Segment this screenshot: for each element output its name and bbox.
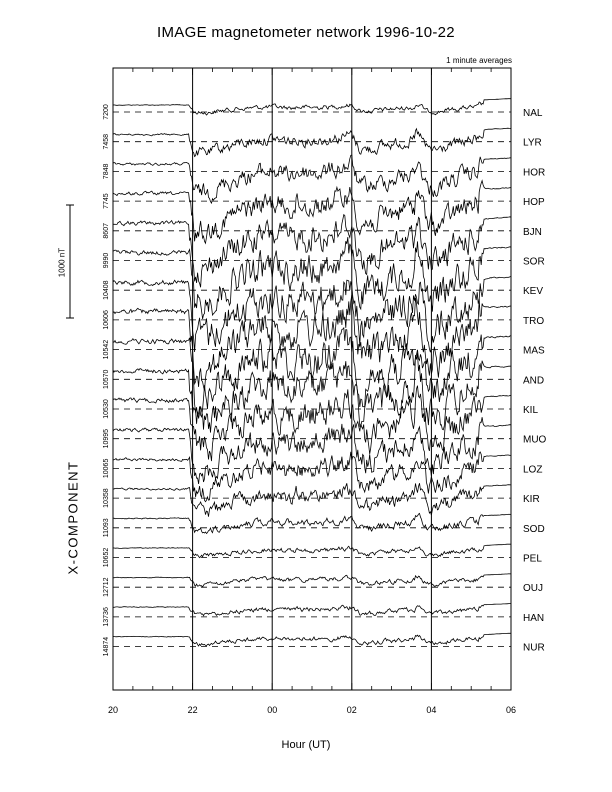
station-label-kir: KIR <box>523 494 540 505</box>
trace-kev <box>112 275 512 353</box>
x-axis-label: Hour (UT) <box>281 739 331 751</box>
trace-pel <box>112 543 512 559</box>
chart-subtitle: 1 minute averages <box>446 56 512 65</box>
x-tick-label: 04 <box>426 705 436 715</box>
trace-lyr <box>112 127 512 158</box>
station-baseline-value: 10995 <box>103 429 110 449</box>
trace-han <box>113 603 511 617</box>
station-label-sod: SOD <box>523 524 545 535</box>
station-label-hop: HOP <box>523 197 545 208</box>
station-label-han: HAN <box>523 613 544 624</box>
station-label-loz: LOZ <box>523 464 542 475</box>
x-tick-label: 06 <box>506 705 516 715</box>
trace-sor <box>112 236 512 319</box>
station-baseline-value: 7200 <box>103 104 110 120</box>
station-label-tro: TRO <box>523 316 544 327</box>
station-label-kil: KIL <box>523 405 538 416</box>
station-label-nal: NAL <box>523 108 543 119</box>
station-baseline-value: 9990 <box>103 253 110 269</box>
station-baseline-value: 14874 <box>103 637 110 657</box>
station-baseline-value: 10606 <box>103 310 110 330</box>
station-label-lyr: LYR <box>523 138 542 149</box>
x-tick-label: 20 <box>108 705 118 715</box>
station-baseline-value: 11093 <box>103 518 110 537</box>
trace-and <box>112 352 512 433</box>
trace-hop <box>112 179 512 245</box>
station-baseline-value: 13736 <box>103 607 110 627</box>
station-baseline-value: 10652 <box>103 548 110 568</box>
x-tick-label: 02 <box>347 705 357 715</box>
trace-bjn <box>112 213 512 288</box>
trace-ouj <box>112 573 512 588</box>
station-baseline-value: 10358 <box>103 488 110 508</box>
station-baseline-value: 10542 <box>103 340 110 360</box>
station-baseline-value: 7458 <box>103 134 110 150</box>
station-label-mas: MAS <box>523 346 545 357</box>
station-label-kev: KEV <box>523 286 543 297</box>
station-label-nur: NUR <box>523 643 545 654</box>
station-label-hor: HOR <box>523 167 545 178</box>
trace-loz <box>112 451 512 503</box>
station-baseline-value: 10570 <box>103 369 110 389</box>
station-baseline-value: 7745 <box>103 193 110 209</box>
trace-sod <box>113 512 512 535</box>
station-label-muo: MUO <box>523 435 547 446</box>
station-label-ouj: OUJ <box>523 583 543 594</box>
trace-nur <box>112 632 512 647</box>
station-label-and: AND <box>523 375 544 386</box>
station-baseline-value: 8607 <box>103 223 110 239</box>
station-label-bjn: BJN <box>523 227 542 238</box>
chart-title: IMAGE magnetometer network 1996-10-22 <box>157 24 455 41</box>
station-baseline-value: 12712 <box>103 577 110 597</box>
trace-muo <box>112 417 512 484</box>
trace-kil <box>112 385 512 462</box>
y-axis-label: X-COMPONENT <box>65 460 81 575</box>
trace-mas <box>112 326 512 419</box>
station-label-sor: SOR <box>523 257 545 268</box>
station-baseline-value: 7848 <box>103 164 110 180</box>
station-baseline-value: 10065 <box>103 459 110 479</box>
station-baseline-value: 10530 <box>103 399 110 419</box>
x-tick-label: 00 <box>267 705 277 715</box>
station-label-pel: PEL <box>523 554 542 565</box>
trace-kir <box>112 483 512 517</box>
scale-bar-label: 1000 nT <box>57 247 67 278</box>
trace-tro <box>112 294 512 391</box>
trace-nal <box>112 98 511 116</box>
station-baseline-value: 10408 <box>103 280 110 300</box>
x-tick-label: 22 <box>188 705 198 715</box>
trace-hor <box>112 154 512 205</box>
